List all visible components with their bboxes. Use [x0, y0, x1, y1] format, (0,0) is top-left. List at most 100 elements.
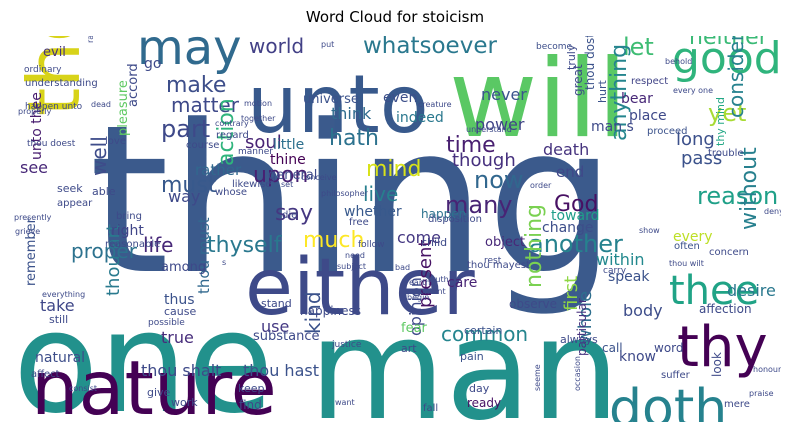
word-pass: pass	[681, 148, 722, 169]
word-toward: toward	[551, 208, 599, 224]
word-power: power	[475, 115, 525, 134]
word-work: work	[171, 396, 198, 409]
word-put: put	[321, 40, 334, 49]
word-thy: thy	[677, 315, 768, 380]
word-know: know	[619, 349, 656, 365]
word-call: call	[602, 341, 623, 355]
word-thou-dost: thou dost	[583, 36, 597, 90]
word-presently: presently	[14, 213, 52, 222]
word-certain: certain	[464, 324, 502, 337]
word-honour: honour	[753, 365, 781, 374]
word-many: many	[445, 191, 513, 219]
word-life: life	[143, 233, 173, 257]
word-consist: consist	[69, 384, 97, 393]
word-stand: stand	[261, 297, 292, 310]
word-part: part	[161, 115, 210, 143]
word-unto: unto	[247, 58, 429, 151]
word-evil: evil	[43, 45, 66, 60]
word-earth: earth	[409, 278, 430, 287]
word-within: within	[596, 250, 645, 269]
word-indeed: indeed	[396, 110, 444, 126]
word-consider: consider	[724, 36, 748, 118]
word-must: must	[161, 173, 217, 198]
word-content: content	[415, 287, 446, 296]
word-philosopher: philosopher	[321, 189, 369, 198]
word-often: often	[674, 241, 700, 252]
word-make: make	[166, 73, 226, 98]
word-bad: bad	[395, 263, 410, 272]
word-hurt: hurt	[596, 80, 609, 103]
word-much: much	[303, 228, 364, 253]
word-rather: rather	[195, 161, 242, 179]
word-praise: praise	[749, 389, 774, 398]
word-particular: particular	[575, 298, 589, 356]
word-action: action	[214, 98, 239, 166]
word-give: give	[147, 386, 171, 399]
word-never: never	[481, 85, 527, 104]
word-soul: soul	[245, 132, 282, 153]
word-unto-thee: unto thee	[29, 92, 45, 160]
word-pain: pain	[460, 350, 484, 363]
word-seek: seek	[57, 182, 83, 195]
word-thou-hast: thou hast	[243, 361, 319, 380]
word-body: body	[623, 301, 663, 320]
word-creature: creature	[418, 100, 452, 109]
word-suffer: suffer	[661, 370, 691, 381]
word-want: want	[335, 398, 355, 407]
word-set: set	[281, 180, 293, 189]
word-seeme: seeme	[533, 364, 542, 391]
word-find: find	[239, 398, 262, 412]
word-fear: fear	[401, 321, 428, 336]
word-look: look	[710, 352, 724, 377]
word-reason: reason	[697, 182, 778, 210]
word-happiness: happiness	[300, 304, 361, 318]
word-concern: concern	[709, 247, 749, 258]
word-matter: matter	[171, 93, 240, 117]
word-upon: upon	[253, 163, 308, 188]
word-yet: yet	[708, 99, 746, 127]
word-natural: natural	[35, 350, 85, 366]
word-well: well	[87, 136, 111, 176]
word-mere: mere	[724, 399, 750, 410]
word-free: free	[349, 217, 369, 228]
word-go: go	[144, 56, 161, 72]
word-either: either	[245, 243, 476, 333]
word-world: world	[249, 36, 304, 58]
word-another: another	[529, 230, 623, 258]
word-nature: nature	[31, 344, 277, 422]
word-properly: properly	[18, 107, 52, 116]
word-deny: deny	[764, 207, 781, 216]
word-place: place	[629, 108, 667, 124]
word-show: show	[639, 226, 660, 235]
word-course: course	[186, 140, 219, 151]
word-general: general	[268, 168, 317, 183]
word-see: see	[20, 158, 48, 177]
word-behold: behold	[665, 57, 692, 66]
word-doth: doth	[609, 379, 727, 422]
word-possible: possible	[148, 318, 185, 328]
chart-title: Word Cloud for stoicism	[305, 8, 485, 26]
word-observe: observe	[509, 297, 557, 311]
word-speak: speak	[608, 269, 650, 285]
word-thou-must: thou must	[195, 217, 213, 294]
word-always: always	[560, 333, 598, 346]
word-anything: anything	[607, 44, 632, 141]
word-carry: carry	[603, 266, 627, 276]
word-likewise: likewise	[232, 179, 271, 190]
word-motion: motion	[244, 99, 272, 108]
word-true: true	[161, 328, 194, 347]
word-thou-shalt: thou shalt	[141, 361, 221, 380]
word-cloud-canvas: thingonemanwilluntoeithernaturethoumaygo…	[12, 36, 781, 422]
word-conceive: conceive	[301, 173, 337, 182]
word-thing: thing	[89, 82, 616, 320]
word-occasion: occasion	[573, 356, 582, 391]
word-thy-mind: thy mind	[714, 97, 727, 146]
word-day: day	[469, 382, 490, 395]
word-one: one	[13, 282, 274, 422]
word-long: long	[676, 129, 715, 150]
word-present: present	[415, 240, 436, 308]
word-remember: remember	[24, 217, 39, 286]
word-subject: subject	[337, 262, 366, 271]
word-still: still	[49, 313, 68, 326]
word-word: word	[654, 341, 684, 355]
